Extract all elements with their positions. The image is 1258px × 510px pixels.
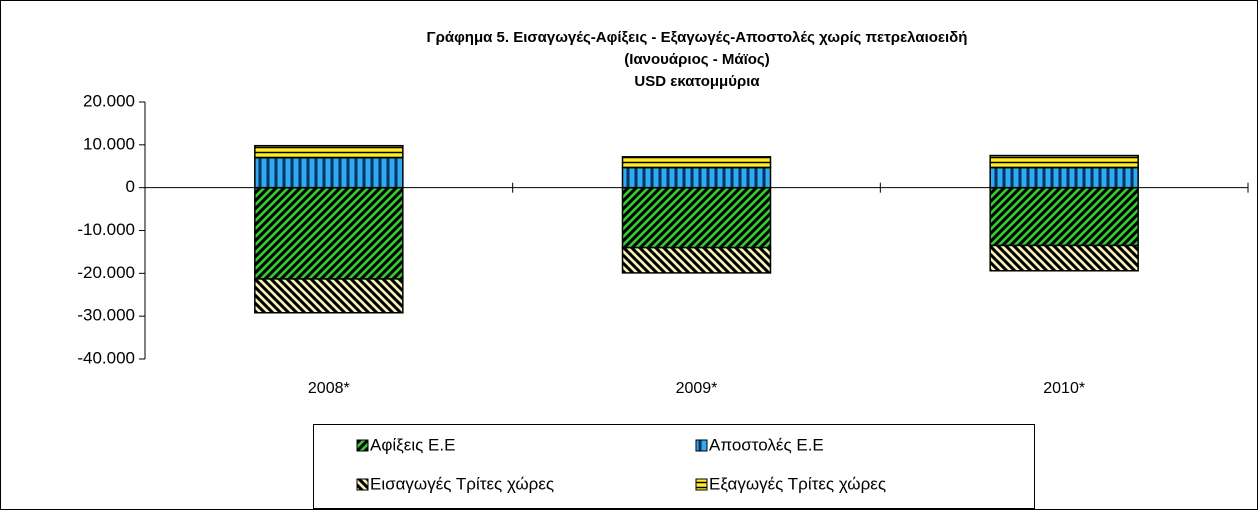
y-tick-label: 0 [126, 177, 135, 196]
y-tick-label: -40.000 [77, 348, 135, 367]
bar-segment [621, 186, 772, 249]
x-tick-label: 2009* [676, 380, 718, 397]
bar-segment [621, 246, 772, 274]
bar-segment [989, 244, 1139, 272]
legend-label: Αφίξεις Ε.Ε [370, 435, 455, 454]
bar-segment [621, 166, 772, 189]
bar-segment [254, 186, 404, 280]
legend-swatch [695, 478, 708, 491]
y-tick-label: 20.000 [83, 91, 135, 110]
legend-label: Εξαγωγές Τρίτες χώρες [709, 474, 886, 493]
legend-label: Εισαγωγές Τρίτες χώρες [370, 474, 554, 493]
legend-swatch [356, 478, 369, 491]
y-tick-label: -10.000 [77, 220, 135, 239]
bar-segment [989, 154, 1139, 169]
bar-segment [989, 186, 1139, 247]
y-tick-label: 10.000 [83, 134, 135, 153]
legend-label: Αποστολές Ε.Ε [709, 435, 824, 454]
x-tick-label: 2008* [308, 380, 350, 397]
bar-segment [621, 156, 772, 169]
chart-title: Γράφημα 5. Εισαγωγές-Αφίξεις - Εξαγωγές-… [427, 29, 968, 46]
bar-segment [254, 144, 404, 159]
y-tick-label: -20.000 [77, 263, 135, 282]
bar-segment [989, 166, 1139, 189]
bar-segment [254, 278, 404, 314]
legend-swatch [356, 439, 369, 452]
y-tick-label: -30.000 [77, 306, 135, 325]
chart-title: USD εκατομμύρια [634, 73, 760, 90]
bar-segment [254, 156, 404, 189]
chart-title: (Ιανουάριος - Μάϊος) [624, 51, 769, 68]
legend-box [313, 424, 1035, 509]
x-tick-label: 2010* [1043, 380, 1085, 397]
legend-swatch [695, 439, 708, 452]
